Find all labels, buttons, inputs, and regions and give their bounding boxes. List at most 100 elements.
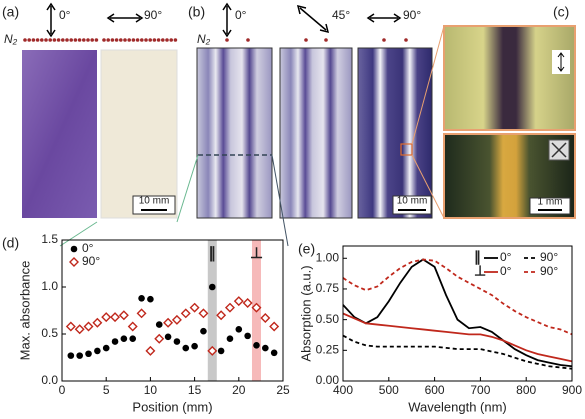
data-point <box>251 302 262 313</box>
highlight-band <box>207 240 217 381</box>
film-photo <box>357 47 433 219</box>
data-point <box>138 294 145 302</box>
data-point <box>242 297 253 308</box>
gas-dot <box>94 38 99 42</box>
gas-dot <box>56 38 61 42</box>
data-point <box>270 349 278 357</box>
gas-dot <box>44 38 48 42</box>
data-point <box>253 341 260 349</box>
gas-dot <box>165 38 169 42</box>
polarizer-arrow <box>557 52 565 72</box>
data-point <box>102 344 110 352</box>
legend-label: 90° <box>540 250 558 264</box>
annotation: ∥ <box>209 245 217 262</box>
data-point <box>233 296 244 307</box>
gas-dot <box>82 38 86 42</box>
gas-dot <box>140 38 144 42</box>
data-point <box>147 295 154 303</box>
x-tick-label: 900 <box>562 383 582 397</box>
data-point <box>74 324 85 335</box>
gas-dot <box>86 38 90 42</box>
gas-label: N₂ <box>4 32 18 46</box>
data-point <box>85 350 92 358</box>
gas-dot <box>246 38 250 42</box>
data-point <box>182 344 190 352</box>
data-point <box>217 347 225 355</box>
y-axis-title: Max. absorbance <box>17 261 32 361</box>
gas-dot <box>152 38 157 42</box>
legend-marker <box>69 257 79 267</box>
legend-label: 90° <box>82 254 100 268</box>
y-tick-label: 0.5 <box>41 326 58 340</box>
gas-dot <box>131 38 136 42</box>
y-axis-title: Absorption (a.u.) <box>298 265 313 361</box>
data-point <box>136 308 147 319</box>
gas-dot <box>52 38 57 42</box>
data-point <box>200 327 207 335</box>
data-point <box>94 347 101 355</box>
gas-dot <box>169 38 173 42</box>
x-tick-label: 700 <box>470 383 490 397</box>
gas-dot <box>73 38 78 42</box>
gas-dot <box>61 38 65 42</box>
x-tick-label: 5 <box>103 383 110 397</box>
gas-dot <box>90 38 94 42</box>
data-line <box>342 258 573 336</box>
arrow-head <box>296 4 330 34</box>
data-point <box>224 302 235 313</box>
gas-dot <box>48 38 52 42</box>
gas-dot <box>156 38 161 42</box>
data-point <box>171 314 182 325</box>
zoom-connector <box>411 25 445 219</box>
data-point <box>269 321 280 332</box>
legend-label: 0° <box>500 250 512 264</box>
gas-dot <box>69 38 73 42</box>
arrow-head <box>46 2 56 38</box>
gas-dot <box>382 38 386 42</box>
y-tick-label: 0.75 <box>316 281 340 295</box>
data-point <box>127 321 138 332</box>
arrow-head <box>222 2 232 38</box>
gas-dot <box>35 38 40 42</box>
data-point <box>65 321 76 332</box>
x-tick-label: 400 <box>333 383 353 397</box>
data-point <box>207 345 218 356</box>
y-tick-label: 1.00 <box>316 250 340 264</box>
gas-dot <box>148 38 152 42</box>
data-point <box>155 321 163 328</box>
angle-label: 90° <box>144 8 162 22</box>
micrograph <box>443 25 576 131</box>
data-point <box>110 312 121 323</box>
data-point <box>260 313 271 324</box>
x-axis-title: Position (mm) <box>132 399 212 414</box>
film-photo <box>100 49 178 219</box>
gas-dot <box>225 38 229 42</box>
data-point <box>76 352 83 359</box>
gas-dot <box>161 38 165 42</box>
arrow-head <box>366 13 402 23</box>
gas-dot <box>23 38 27 42</box>
scale-label: 10 mm <box>397 196 428 207</box>
gas-dot <box>114 38 119 42</box>
gas-dot <box>173 38 178 42</box>
data-point <box>163 317 174 328</box>
panel-label: (e) <box>298 241 315 257</box>
x-tick-label: 10 <box>144 383 158 397</box>
data-point <box>208 283 216 291</box>
x-tick-label: 15 <box>188 383 202 397</box>
data-point <box>262 344 269 352</box>
plot-frame <box>61 239 284 382</box>
data-point <box>145 345 156 356</box>
data-point <box>198 308 209 319</box>
y-tick-label: 0.50 <box>316 312 340 326</box>
annotation: ⊥ <box>250 245 263 262</box>
data-point <box>191 342 198 350</box>
legend-label: 0° <box>500 264 512 278</box>
gas-dot <box>40 38 44 42</box>
x-tick-label: 500 <box>379 383 399 397</box>
x-tick-label: 0 <box>59 383 66 397</box>
legend-group: ⊥ <box>474 263 486 279</box>
gas-dot <box>324 38 328 42</box>
data-point <box>101 312 112 323</box>
